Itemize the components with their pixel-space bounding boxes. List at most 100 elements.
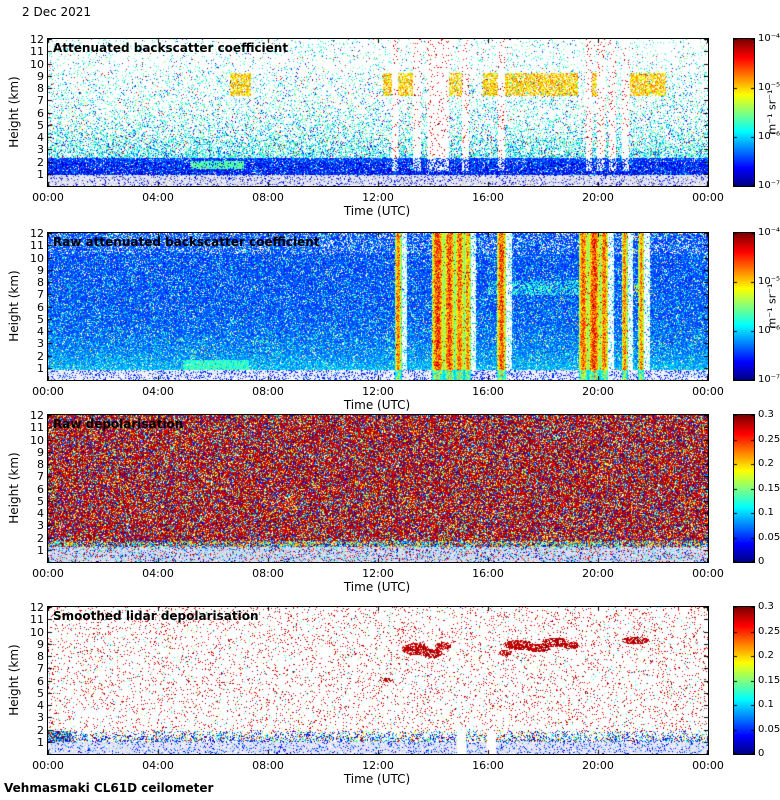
y-tick-label: 12 — [30, 33, 44, 46]
colorbar-tick-label: 0.3 — [758, 409, 774, 420]
y-tick-label: 4 — [37, 699, 44, 712]
colorbar-tick-label: 0.3 — [758, 601, 774, 612]
y-tick-label: 8 — [37, 276, 44, 289]
y-tick-label: 11 — [30, 239, 44, 253]
y-tick-label: 12 — [30, 227, 44, 240]
x-tick-label: 00:00 — [32, 385, 64, 398]
x-tick-label: 00:00 — [32, 759, 64, 772]
colorbar-gradient — [734, 233, 754, 380]
x-tick-label: 20:00 — [582, 385, 614, 398]
x-tick-label: 20:00 — [582, 567, 614, 580]
x-tick-label: 04:00 — [142, 567, 174, 580]
y-tick-label: 5 — [37, 686, 44, 700]
colorbar-tick-label: 0.25 — [758, 433, 780, 445]
y-tick-label: 7 — [37, 470, 44, 484]
x-tick-label: 20:00 — [582, 191, 614, 204]
colorbar-tick-label: 10⁻⁷ — [758, 374, 780, 385]
instrument-label: Vehmasmaki CL61D ceilometer — [4, 781, 214, 795]
y-tick-label: 2 — [37, 723, 44, 737]
y-tick-label: 6 — [37, 300, 44, 314]
panel-title: Raw depolarisation — [53, 417, 184, 431]
x-tick-label: 04:00 — [142, 385, 174, 398]
colorbar-tick-label: 10⁻⁷ — [758, 180, 780, 191]
y-tick-label: 1 — [37, 543, 44, 557]
attenuated-backscatter-plot: Attenuated backscatter coefficient — [47, 38, 709, 187]
y-tick-label: 5 — [37, 118, 44, 132]
y-tick-label: 5 — [37, 494, 44, 508]
y-tick-label: 4 — [37, 325, 44, 338]
smoothed-depolarisation-heatmap — [48, 607, 708, 754]
panel-title: Attenuated backscatter coefficient — [53, 41, 289, 55]
x-tick-label: 16:00 — [472, 385, 504, 398]
y-tick-label: 2 — [37, 155, 44, 169]
y-tick-label: 5 — [37, 312, 44, 326]
colorbar-gradient — [734, 415, 754, 562]
y-tick-label: 4 — [37, 131, 44, 144]
y-tick-label: 8 — [37, 650, 44, 663]
colorbar-tick-label: 10⁻⁶ — [758, 131, 780, 142]
x-axis-label: Time (UTC) — [343, 580, 411, 594]
y-tick-label: 7 — [37, 94, 44, 108]
y-tick-label: 9 — [37, 69, 44, 83]
x-tick-label: 00:00 — [692, 385, 724, 398]
attenuated-backscatter-heatmap — [48, 39, 708, 186]
x-tick-label: 08:00 — [252, 385, 284, 398]
colorbar-tick-label: 10⁻⁴ — [758, 33, 780, 44]
raw-attenuated-backscatter-plot: Raw attenuated backscatter coefficient — [47, 232, 709, 381]
colorbar-unit-label: m⁻¹ sr⁻¹ — [765, 89, 779, 135]
colorbar-tick-label: 0.25 — [758, 625, 780, 637]
raw-attenuated-backscatter-heatmap — [48, 233, 708, 380]
y-tick-label: 3 — [37, 519, 44, 533]
y-tick-label: 1 — [37, 167, 44, 181]
y-tick-label: 9 — [37, 637, 44, 651]
smoothed-depolarisation-plot: Smoothed lidar depolarisation — [47, 606, 709, 755]
y-tick-label: 1 — [37, 361, 44, 375]
colorbar — [733, 232, 755, 381]
colorbar — [733, 414, 755, 563]
colorbar-unit-label: m⁻¹ sr⁻¹ — [765, 283, 779, 329]
x-axis-label: Time (UTC) — [343, 204, 411, 218]
colorbar-tick-label: 0.1 — [758, 699, 774, 710]
x-tick-label: 00:00 — [692, 759, 724, 772]
colorbar-tick-label: 0.2 — [758, 458, 774, 469]
colorbar-gradient — [734, 607, 754, 754]
colorbar — [733, 606, 755, 755]
y-tick-label: 10 — [30, 433, 44, 447]
y-tick-label: 7 — [37, 662, 44, 676]
y-tick-label: 6 — [37, 482, 44, 496]
y-tick-label: 2 — [37, 531, 44, 545]
colorbar-tick-label: 0.1 — [758, 507, 774, 518]
x-tick-label: 16:00 — [472, 759, 504, 772]
panel-title: Raw attenuated backscatter coefficient — [53, 235, 320, 249]
y-tick-label: 12 — [30, 409, 44, 422]
x-tick-label: 00:00 — [692, 567, 724, 580]
x-tick-label: 16:00 — [472, 567, 504, 580]
colorbar-tick-label: 0 — [758, 556, 765, 567]
x-tick-label: 04:00 — [142, 759, 174, 772]
x-tick-label: 08:00 — [252, 191, 284, 204]
x-tick-label: 04:00 — [142, 191, 174, 204]
y-tick-label: 9 — [37, 263, 44, 277]
y-tick-label: 8 — [37, 458, 44, 471]
y-tick-label: 9 — [37, 445, 44, 459]
colorbar-tick-label: 0 — [758, 748, 765, 759]
y-tick-label: 7 — [37, 288, 44, 302]
y-tick-label: 4 — [37, 507, 44, 520]
panel-title: Smoothed lidar depolarisation — [53, 609, 259, 623]
colorbar-tick-label: 10⁻⁴ — [758, 227, 780, 238]
y-tick-label: 8 — [37, 82, 44, 95]
colorbar-tick-label: 0.2 — [758, 650, 774, 661]
y-tick-label: 1 — [37, 735, 44, 749]
colorbar-tick-label: 0.15 — [758, 482, 780, 494]
x-tick-label: 08:00 — [252, 759, 284, 772]
raw-depolarisation-heatmap — [48, 415, 708, 562]
x-tick-label: 12:00 — [362, 385, 394, 398]
x-tick-label: 00:00 — [692, 191, 724, 204]
date-label: 2 Dec 2021 — [22, 5, 92, 19]
y-tick-label: 6 — [37, 106, 44, 120]
y-tick-label: 3 — [37, 143, 44, 157]
y-tick-label: 11 — [30, 421, 44, 435]
y-tick-label: 2 — [37, 349, 44, 363]
y-tick-label: 11 — [30, 45, 44, 59]
